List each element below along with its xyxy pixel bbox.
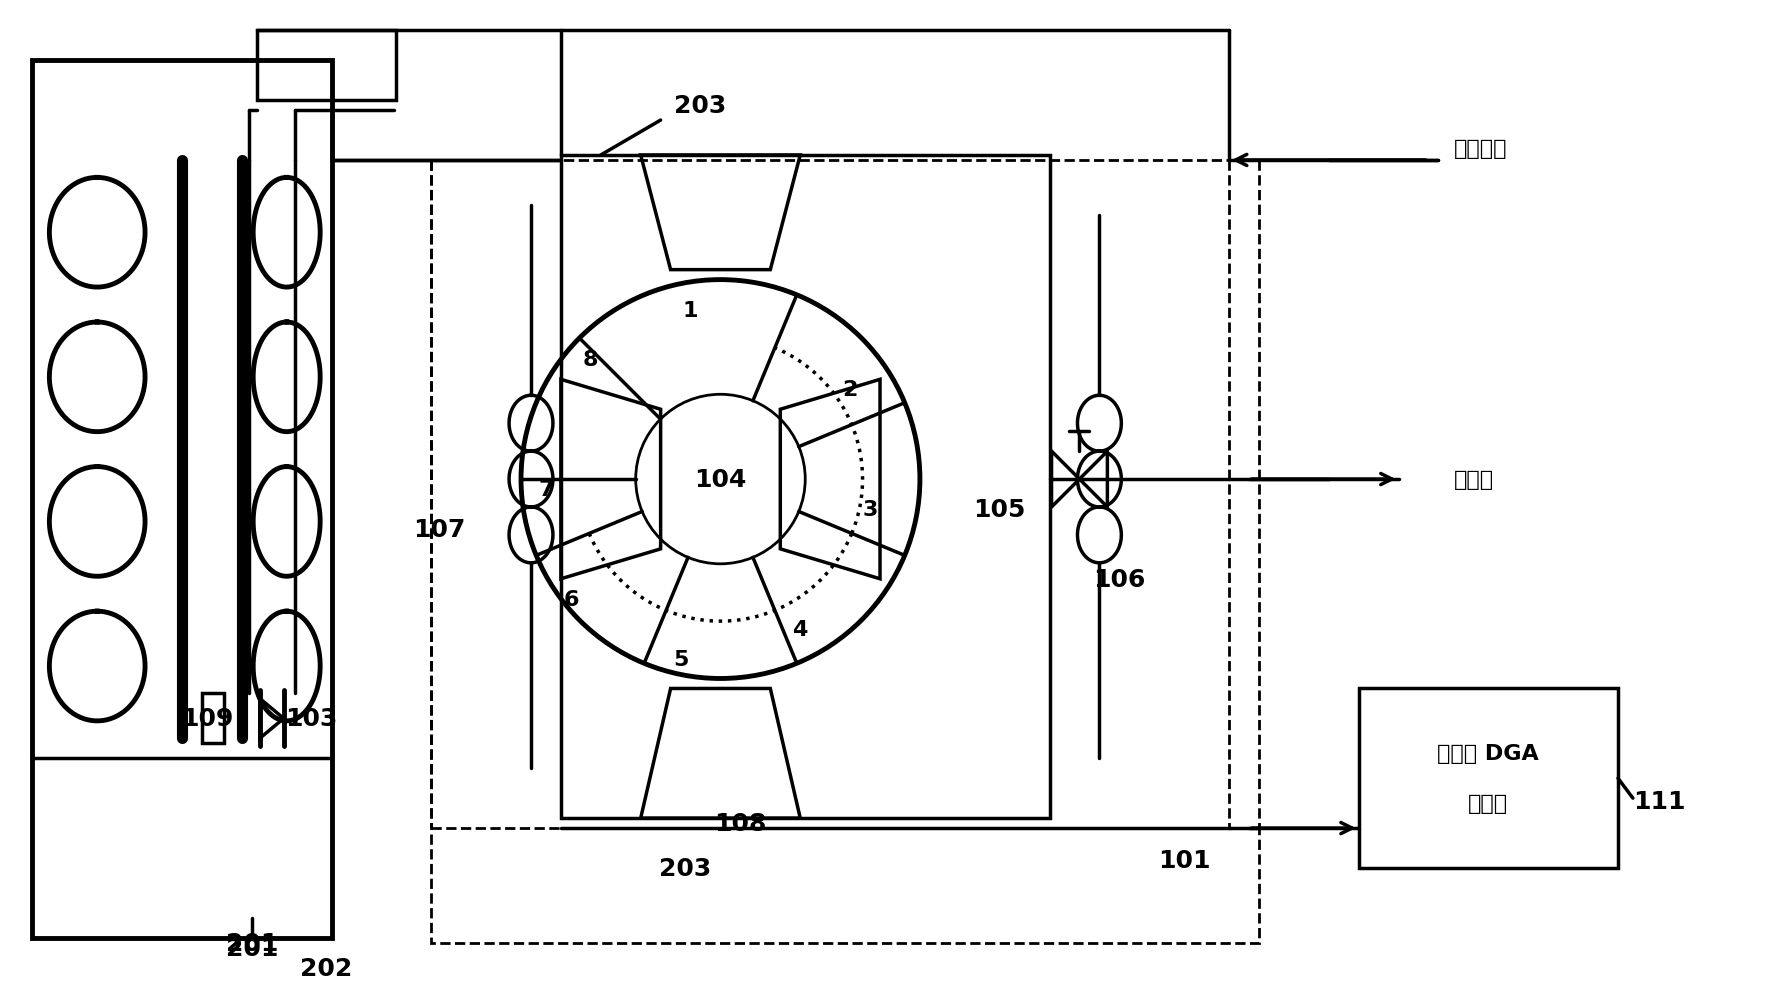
Text: 108: 108 bbox=[715, 811, 766, 835]
Text: 203: 203 bbox=[660, 856, 711, 880]
Text: 3: 3 bbox=[862, 499, 878, 520]
Text: 105: 105 bbox=[973, 497, 1025, 522]
Text: 便携式 DGA: 便携式 DGA bbox=[1436, 744, 1539, 763]
Text: 5: 5 bbox=[672, 649, 688, 669]
Text: 104: 104 bbox=[693, 467, 746, 492]
Text: 2: 2 bbox=[842, 380, 858, 400]
Text: 101: 101 bbox=[1158, 848, 1209, 872]
Text: 空白气体: 空白气体 bbox=[1452, 139, 1505, 159]
Text: 8: 8 bbox=[583, 350, 598, 370]
Text: 203: 203 bbox=[674, 94, 727, 118]
Text: 放空口: 放空口 bbox=[1452, 469, 1493, 490]
Text: 103: 103 bbox=[285, 707, 337, 731]
Text: 201: 201 bbox=[225, 935, 278, 960]
Text: 6: 6 bbox=[562, 589, 578, 609]
Polygon shape bbox=[1078, 451, 1106, 508]
Text: 4: 4 bbox=[793, 619, 807, 639]
Polygon shape bbox=[1051, 451, 1078, 508]
Polygon shape bbox=[259, 699, 284, 739]
Text: 分析仪: 分析仪 bbox=[1468, 793, 1507, 813]
Text: 201: 201 bbox=[225, 930, 278, 955]
Text: 107: 107 bbox=[413, 518, 465, 542]
Text: 106: 106 bbox=[1092, 568, 1145, 591]
Text: 109: 109 bbox=[181, 707, 232, 731]
Text: 7: 7 bbox=[537, 479, 553, 500]
Text: 1: 1 bbox=[683, 300, 699, 320]
Text: 202: 202 bbox=[300, 955, 353, 980]
Text: 111: 111 bbox=[1631, 789, 1684, 813]
